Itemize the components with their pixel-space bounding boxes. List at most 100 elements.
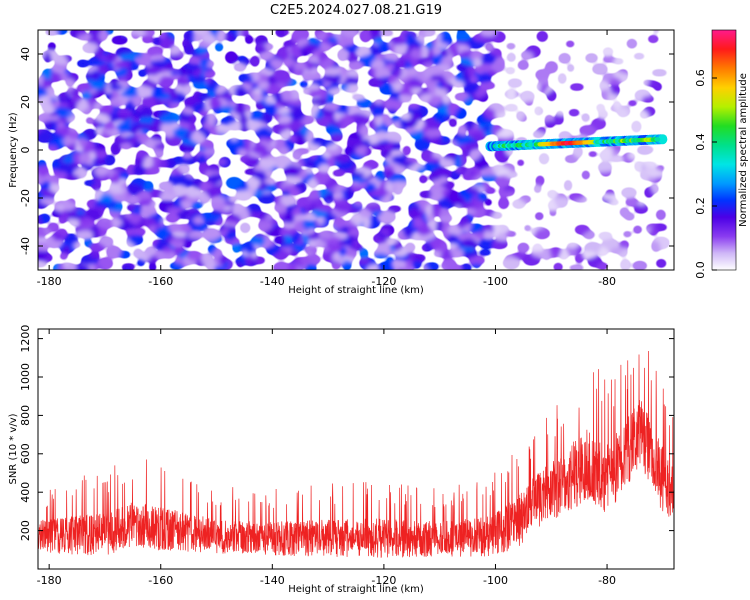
- spectrogram-noise-blob: [295, 134, 306, 144]
- spectrogram-noise-blob: [532, 251, 545, 258]
- spectrogram-noise-blob: [288, 99, 301, 106]
- spectrogram-noise-blob: [94, 168, 109, 177]
- spectrogram-noise-blob: [225, 230, 235, 241]
- spectrogram-noise-blob: [648, 35, 659, 43]
- spectrogram-noise-blob: [392, 83, 403, 92]
- spectrogram-noise-blob: [288, 263, 298, 270]
- spectrogram-noise-blob: [270, 58, 282, 68]
- spectrogram-noise-blob: [338, 116, 354, 125]
- spectrogram-noise-blob: [77, 60, 89, 67]
- spectrogram-noise-blob: [129, 136, 137, 146]
- spectrogram-noise-blob: [375, 100, 383, 105]
- spectrogram-noise-blob: [289, 188, 301, 195]
- colorbar-frame: [711, 29, 737, 271]
- spectrogram-noise-blob: [137, 192, 151, 201]
- spectrogram-noise-blob: [38, 115, 53, 121]
- spectrogram-noise-blob: [385, 99, 402, 110]
- spectrogram-noise-blob: [459, 167, 468, 173]
- spectrogram-noise-blob: [149, 190, 163, 197]
- spectrogram-noise-blob: [410, 207, 420, 218]
- snr-x-ticks: -180 -160 -140 -120 -100 -80: [37, 329, 616, 587]
- spectrogram-noise-blob: [653, 224, 668, 231]
- spectrogram-noise-blob: [65, 234, 77, 245]
- spectrogram-noise-blob: [431, 205, 440, 212]
- spectrogram-noise-blob: [191, 203, 204, 208]
- spectrogram-noise-blob: [410, 48, 422, 59]
- spectrogram-noise-blob: [480, 82, 496, 89]
- spectrogram-noise-blob: [54, 107, 70, 114]
- spectrogram-noise-blob: [38, 160, 46, 168]
- spectrogram-noise-blob: [184, 43, 193, 55]
- spectrogram-noise-blob: [160, 33, 167, 39]
- spectrogram-noise-blob: [558, 73, 566, 84]
- spectrogram-noise-blob: [284, 165, 301, 177]
- spectrogram-noise-blob: [465, 122, 475, 129]
- spectrogram-noise-blob: [309, 38, 316, 45]
- spectrogram-noise-blob: [177, 165, 190, 173]
- spectrogram-noise-blob: [354, 202, 362, 207]
- spectrogram-noise-blob: [147, 65, 160, 76]
- spectrogram-noise-blob: [150, 60, 167, 68]
- spectrogram-noise-blob: [273, 70, 289, 82]
- spectrogram-noise-blob: [504, 172, 519, 177]
- spectrogram-noise-blob: [505, 89, 517, 99]
- spectrogram-noise-blob: [634, 161, 643, 172]
- spectrogram-noise-blob: [346, 188, 353, 199]
- spectrogram-noise-blob: [304, 214, 317, 220]
- spectrogram-noise-blob: [326, 104, 339, 111]
- spectrogram-noise-blob: [449, 248, 464, 257]
- spectrogram-noise-blob: [449, 119, 457, 127]
- spectrogram-noise-blob: [254, 170, 266, 180]
- spectrogram-noise-blob: [151, 134, 162, 141]
- spectrogram-noise-blob: [216, 30, 225, 41]
- spectrogram-noise-blob: [598, 162, 612, 173]
- spectrogram-noise-blob: [62, 201, 75, 211]
- spectrogram-x-tick-label: -120: [371, 275, 396, 288]
- spectrogram-noise-blob: [385, 168, 394, 178]
- spectrogram-noise-blob: [335, 202, 352, 213]
- spectrogram-noise-blob: [310, 84, 319, 92]
- spectrogram-noise-blob: [474, 232, 485, 239]
- spectrogram-noise-blob: [113, 61, 130, 68]
- spectrogram-noise: [38, 30, 670, 270]
- spectrogram-noise-blob: [260, 52, 274, 60]
- spectrogram-noise-blob: [324, 74, 340, 83]
- spectrogram-noise-blob: [315, 240, 328, 247]
- spectrogram-noise-blob: [73, 264, 90, 270]
- spectrogram-noise-blob: [632, 261, 647, 270]
- spectrogram-noise-blob: [100, 237, 113, 246]
- spectrogram-noise-blob: [656, 210, 666, 220]
- spectrogram-noise-blob: [77, 84, 93, 92]
- spectrogram-noise-blob: [449, 45, 459, 56]
- spectrogram-noise-blob: [86, 209, 102, 219]
- spectrogram-noise-blob: [42, 190, 55, 198]
- spectrogram-noise-blob: [85, 73, 100, 80]
- snr-x-tick-label: -140: [260, 574, 285, 587]
- spectrogram-noise-blob: [220, 105, 235, 112]
- spectrogram-noise-blob: [187, 232, 203, 239]
- spectrogram-noise-blob: [505, 231, 517, 237]
- spectrogram-noise-blob: [239, 30, 249, 36]
- spectrogram-noise-blob: [461, 251, 477, 256]
- spectrogram-noise-blob: [439, 104, 451, 116]
- spectrogram-noise-blob: [585, 53, 598, 63]
- spectrogram-noise-blob: [168, 102, 180, 107]
- spectrogram-noise-blob: [68, 90, 79, 95]
- snr-frame: [37, 328, 675, 570]
- spectrogram-noise-blob: [123, 265, 132, 270]
- spectrogram-noise-blob: [331, 133, 343, 141]
- spectrogram-noise-blob: [233, 64, 246, 71]
- spectrogram-noise-blob: [42, 69, 53, 80]
- spectrogram-noise-blob: [334, 190, 344, 200]
- spectrogram-noise-blob: [559, 131, 571, 141]
- spectrogram-noise-blob: [424, 204, 433, 216]
- spectrogram-noise-blob: [442, 259, 456, 270]
- spectrogram-noise-blob: [118, 251, 131, 258]
- spectrogram-noise-blob: [457, 33, 470, 42]
- spectrogram-noise-blob: [549, 210, 557, 216]
- spectrogram-noise-blob: [260, 157, 276, 169]
- spectrogram-noise-blob: [198, 154, 207, 163]
- spectrogram-noise-blob: [39, 198, 55, 205]
- spectrogram-noise-blob: [205, 188, 221, 197]
- spectrogram-noise-blob: [228, 197, 237, 202]
